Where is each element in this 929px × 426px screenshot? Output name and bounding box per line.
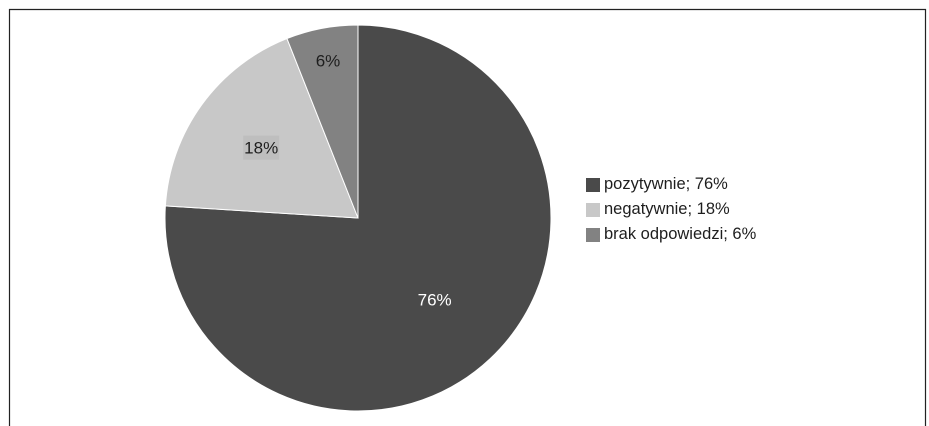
legend-swatch [586,177,600,192]
legend-item: pozytywnie; 76% [586,172,756,197]
legend-label: pozytywnie; 76% [604,175,728,193]
data-label-background [314,48,341,73]
pie-chart [164,24,552,412]
legend-label: negatywnie; 18% [604,200,730,218]
pie-slice-negatywnie [164,37,359,219]
legend-item: brak odpowiedzi; 6% [586,222,756,247]
pie-slice-pozytywnie [164,24,552,412]
pie-data-labels: 76% 18% 6% [243,48,453,312]
data-label-text: 76% [418,291,452,310]
legend: pozytywnie; 76% negatywnie; 18% brak odp… [586,172,756,247]
data-label: 76% [416,287,453,312]
legend-swatch [586,202,600,217]
data-label-text: 6% [316,52,341,71]
pie-slice-brak-odpowiedzi [286,24,359,219]
legend-swatch [586,227,600,242]
data-label-text: 18% [244,139,278,158]
legend-item: negatywnie; 18% [586,197,756,222]
data-label-background [243,135,280,160]
legend-label: brak odpowiedzi; 6% [604,225,757,243]
data-label: 18% [243,135,280,160]
data-label-background [416,287,453,312]
data-label: 6% [314,48,341,73]
